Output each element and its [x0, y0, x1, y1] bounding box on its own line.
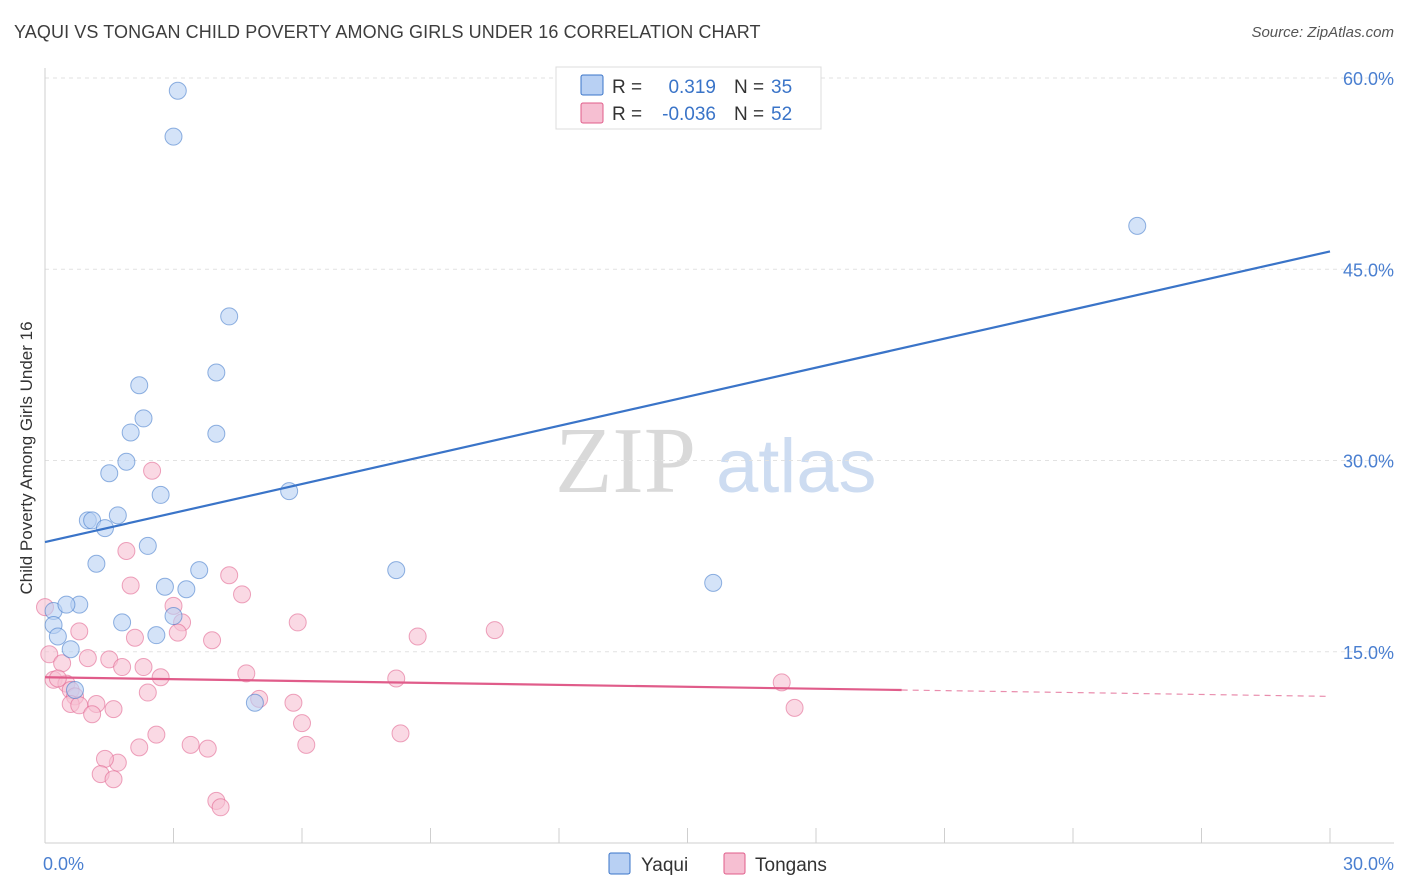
yaqui-point: [147, 626, 166, 645]
tongans-point: [485, 621, 504, 640]
legend-r-label-tongans: R =: [612, 104, 642, 125]
yaqui-point: [704, 573, 723, 592]
yaqui-point: [207, 424, 226, 443]
yaqui-point: [387, 561, 406, 580]
watermark: ZIP atlas: [555, 409, 877, 513]
tongans-point: [78, 649, 97, 668]
tongans-point: [408, 627, 427, 646]
tongans-point: [198, 739, 217, 758]
y-tick-label: 60.0%: [1343, 69, 1394, 89]
yaqui-point: [117, 452, 136, 471]
x-tick-label: 0.0%: [43, 854, 84, 874]
tongans-point: [284, 693, 303, 712]
legend: R = 0.319 N = 35 R = -0.036 N = 52: [555, 66, 822, 130]
tongans-point: [70, 622, 89, 641]
yaqui-point: [207, 363, 226, 382]
yaqui-point: [87, 554, 106, 573]
legend-n-label-tongans: N =: [734, 104, 764, 125]
yaqui-point: [61, 640, 80, 659]
tongans-point: [237, 664, 256, 683]
bottom-legend-label-yaqui: Yaqui: [641, 855, 688, 876]
tongans-point: [387, 669, 406, 688]
tongans-point: [181, 735, 200, 754]
yaqui-point: [65, 681, 84, 699]
legend-n-value-yaqui: 35: [771, 77, 792, 98]
tongans-point: [233, 585, 252, 604]
yaqui-point: [108, 506, 127, 525]
y-tick-label: 30.0%: [1343, 452, 1394, 472]
tongans-point: [138, 683, 157, 702]
grid-lines: [45, 77, 1394, 653]
tongans-point: [220, 566, 239, 585]
tongans-point: [203, 631, 222, 650]
yaqui-point: [138, 536, 157, 555]
y-axis-label: Child Poverty Among Girls Under 16: [17, 321, 36, 594]
tongans-point: [168, 623, 187, 642]
bottom-legend-label-tongans: Tongans: [755, 855, 827, 876]
tongans-point: [104, 700, 123, 719]
yaqui-point: [190, 561, 209, 580]
yaqui-point: [121, 423, 140, 442]
tongans-trend-line: [44, 676, 902, 692]
tongans-point: [130, 738, 149, 757]
tongans-point: [297, 735, 316, 754]
chart-title: YAQUI VS TONGAN CHILD POVERTY AMONG GIRL…: [14, 22, 761, 42]
yaqui-point: [57, 595, 76, 614]
legend-n-value-tongans: 52: [771, 104, 792, 125]
tongans-point: [40, 645, 59, 664]
yaqui-point: [48, 627, 67, 646]
tongans-point: [391, 724, 410, 743]
axes: [44, 68, 1394, 844]
tongans-point: [211, 798, 230, 817]
yaqui-point: [113, 613, 132, 632]
legend-n-label-yaqui: N =: [734, 77, 764, 98]
tongans-point: [288, 613, 307, 632]
tongans-point: [113, 658, 132, 677]
bottom-legend: Yaqui Tongans: [608, 852, 827, 876]
tongans-trend-line-extension: [901, 689, 1331, 697]
legend-r-value-tongans: -0.036: [662, 104, 716, 125]
yaqui-point: [220, 307, 239, 326]
tongans-point: [134, 658, 153, 677]
yaqui-point: [134, 409, 153, 428]
yaqui-point: [168, 81, 187, 100]
watermark-atlas: atlas: [716, 424, 877, 509]
y-tick-label: 15.0%: [1343, 643, 1394, 663]
yaqui-point: [164, 127, 183, 146]
tongans-point: [143, 461, 162, 480]
yaqui-point: [130, 376, 149, 395]
legend-r-label-yaqui: R =: [612, 77, 642, 98]
yaqui-point: [100, 464, 119, 483]
yaqui-trend-line: [44, 250, 1331, 544]
yaqui-point: [177, 580, 196, 599]
yaqui-point: [164, 607, 183, 626]
bottom-legend-swatch-tongans: [723, 852, 746, 875]
tick-labels: 15.0% 30.0% 45.0% 60.0% 0.0% 30.0%: [43, 69, 1394, 874]
tongans-point: [104, 770, 123, 789]
tongans-point: [785, 698, 804, 717]
chart-source: Source: ZipAtlas.com: [1251, 24, 1394, 41]
tongans-point: [117, 542, 136, 561]
tongans-point: [293, 714, 311, 733]
tongans-point: [83, 705, 102, 724]
y-tick-label: 45.0%: [1343, 260, 1394, 280]
tongans-point: [121, 576, 140, 595]
tongans-point: [125, 628, 144, 647]
trend-lines: [44, 250, 1331, 697]
tongans-point: [95, 749, 114, 768]
legend-swatch-yaqui: [580, 74, 604, 96]
tongans-point: [151, 668, 170, 687]
tongans-point: [772, 673, 791, 692]
yaqui-point: [155, 577, 174, 596]
yaqui-point: [245, 693, 264, 712]
tongans-point: [147, 725, 166, 744]
legend-swatch-tongans: [580, 102, 604, 124]
yaqui-point: [151, 485, 170, 504]
legend-r-value-yaqui: 0.319: [668, 77, 716, 98]
x-tick-label: 30.0%: [1343, 854, 1394, 874]
bottom-legend-swatch-yaqui: [608, 852, 631, 875]
yaqui-point: [1128, 216, 1147, 235]
